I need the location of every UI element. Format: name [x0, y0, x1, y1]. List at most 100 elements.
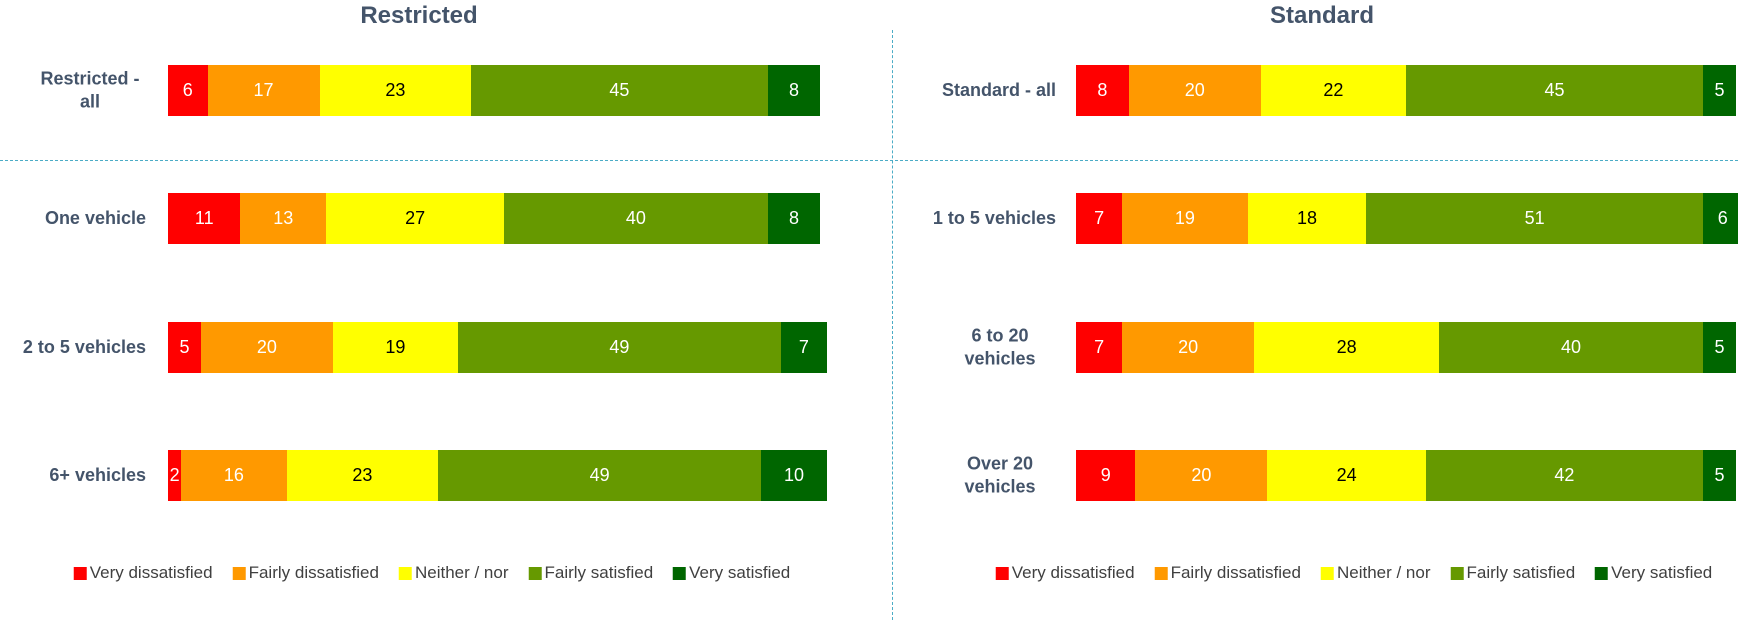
bar-segment: 18 — [1247, 192, 1367, 244]
legend-label: Neither / nor — [414, 563, 509, 582]
bar-segment: 42 — [1425, 449, 1703, 501]
legend: Very dissatisfied Fairly dissatisfied Neit… — [995, 563, 1712, 583]
bar-segment: 2 — [168, 449, 182, 501]
bar-segment: 40 — [1439, 321, 1703, 373]
data-label: 18 — [1296, 207, 1317, 228]
bar-segment: 7 — [1076, 192, 1123, 244]
bar-segment: 8 — [767, 192, 821, 244]
legend-swatch — [673, 566, 687, 580]
bar-segment: 20 — [1122, 321, 1255, 373]
legend-swatch — [398, 566, 412, 580]
data-label: 51 — [1524, 207, 1545, 228]
legend-label: Fairly dissatisfied — [248, 563, 379, 582]
bar-segment: 20 — [1128, 64, 1261, 116]
legend-swatch — [995, 566, 1009, 580]
bar-segment: 20 — [1135, 449, 1268, 501]
legend-label: Fairly satisfied — [1466, 563, 1576, 582]
bar-segment: 40 — [504, 192, 768, 244]
data-label: 11 — [194, 207, 214, 228]
bar-segment: 5 — [1703, 449, 1736, 501]
data-label: 6 — [1717, 207, 1728, 228]
bar-segment: 51 — [1366, 192, 1703, 244]
data-label: 17 — [253, 79, 274, 100]
legend-item: Very dissatisfied — [995, 563, 1135, 583]
bar-segment: 27 — [326, 192, 505, 244]
bar-segment: 5 — [168, 321, 201, 373]
bar-segment: 19 — [1122, 192, 1248, 244]
data-label: 7 — [798, 336, 809, 357]
data-label: 5 — [1714, 464, 1725, 485]
data-label: 10 — [784, 464, 805, 485]
divider — [892, 30, 893, 620]
legend-label: Very dissatisfied — [89, 563, 213, 582]
legend-item: Fairly satisfied — [528, 563, 654, 583]
data-label: 45 — [1544, 79, 1565, 100]
bar-segment: 7 — [1076, 321, 1123, 373]
bar-segment: 16 — [181, 449, 287, 501]
legend-label: Very dissatisfied — [1011, 563, 1135, 582]
data-label: 16 — [223, 464, 244, 485]
legend-item: Very satisfied — [1595, 563, 1712, 583]
bar-segment: 5 — [1703, 321, 1736, 373]
chart-title: Standard — [1269, 2, 1375, 29]
category-label: 1 to 5 vehicles — [932, 207, 1056, 228]
legend-item: Very dissatisfied — [73, 563, 213, 583]
data-label: 49 — [609, 336, 630, 357]
bar-segment: 20 — [200, 321, 333, 373]
data-label: 40 — [1560, 336, 1582, 357]
legend-swatch — [1154, 566, 1168, 580]
bar-segment: 17 — [207, 64, 320, 116]
data-label: 5 — [1714, 79, 1725, 100]
bar-segment: 28 — [1254, 321, 1439, 373]
bar-segment: 49 — [438, 449, 762, 501]
data-label: 2 — [169, 464, 180, 485]
bar-segment: 23 — [286, 449, 439, 501]
legend-label: Very satisfied — [1611, 563, 1713, 582]
data-label: 40 — [625, 207, 646, 228]
bar-segment: 6 — [1703, 192, 1738, 244]
data-label: 23 — [352, 464, 373, 485]
bar-segment: 45 — [471, 64, 768, 116]
bar-segment: 23 — [319, 64, 472, 116]
legend-label: Fairly dissatisfied — [1170, 563, 1301, 582]
legend-item: Fairly dissatisfied — [1154, 563, 1301, 583]
bar-segment: 24 — [1267, 449, 1426, 501]
data-label: 7 — [1094, 207, 1105, 228]
bar-segment: 6 — [168, 64, 208, 116]
legend-swatch — [232, 566, 246, 580]
legend-item: Very satisfied — [673, 563, 790, 583]
data-label: 8 — [789, 79, 800, 100]
data-label: 5 — [1714, 336, 1725, 357]
category-label: 2 to 5 vehicles — [22, 336, 146, 357]
category-label: Over 20 vehicles — [964, 453, 1036, 497]
data-label: 7 — [1094, 336, 1105, 357]
data-label: 20 — [1178, 336, 1199, 357]
legend: Very dissatisfied Fairly dissatisfied Neit… — [73, 563, 790, 583]
data-label: 49 — [589, 464, 610, 485]
bar-segment: 13 — [240, 192, 327, 244]
legend-item: Neither / nor — [1320, 563, 1431, 583]
legend-swatch — [73, 566, 87, 580]
data-label: 19 — [1174, 207, 1195, 228]
data-label: 42 — [1554, 464, 1575, 485]
data-label: 22 — [1323, 79, 1344, 100]
bar-segment: 5 — [1703, 64, 1736, 116]
legend-swatch — [1595, 566, 1609, 580]
category-label: Standard - all — [941, 79, 1056, 100]
data-label: 19 — [385, 336, 406, 357]
chart-title: Restricted — [360, 2, 478, 29]
bar-segment: 10 — [761, 449, 827, 501]
divider — [0, 160, 1738, 161]
legend-label: Fairly satisfied — [544, 563, 654, 582]
legend-label: Very satisfied — [689, 563, 791, 582]
category-label: One vehicle — [44, 207, 146, 228]
data-label: 23 — [385, 79, 406, 100]
legend-swatch — [1450, 566, 1464, 580]
bar-segment: 45 — [1406, 64, 1703, 116]
bar-segment: 9 — [1076, 449, 1136, 501]
legend-swatch — [528, 566, 542, 580]
data-label: 13 — [273, 207, 294, 228]
data-label: 20 — [256, 336, 277, 357]
data-label: 6 — [182, 79, 193, 100]
